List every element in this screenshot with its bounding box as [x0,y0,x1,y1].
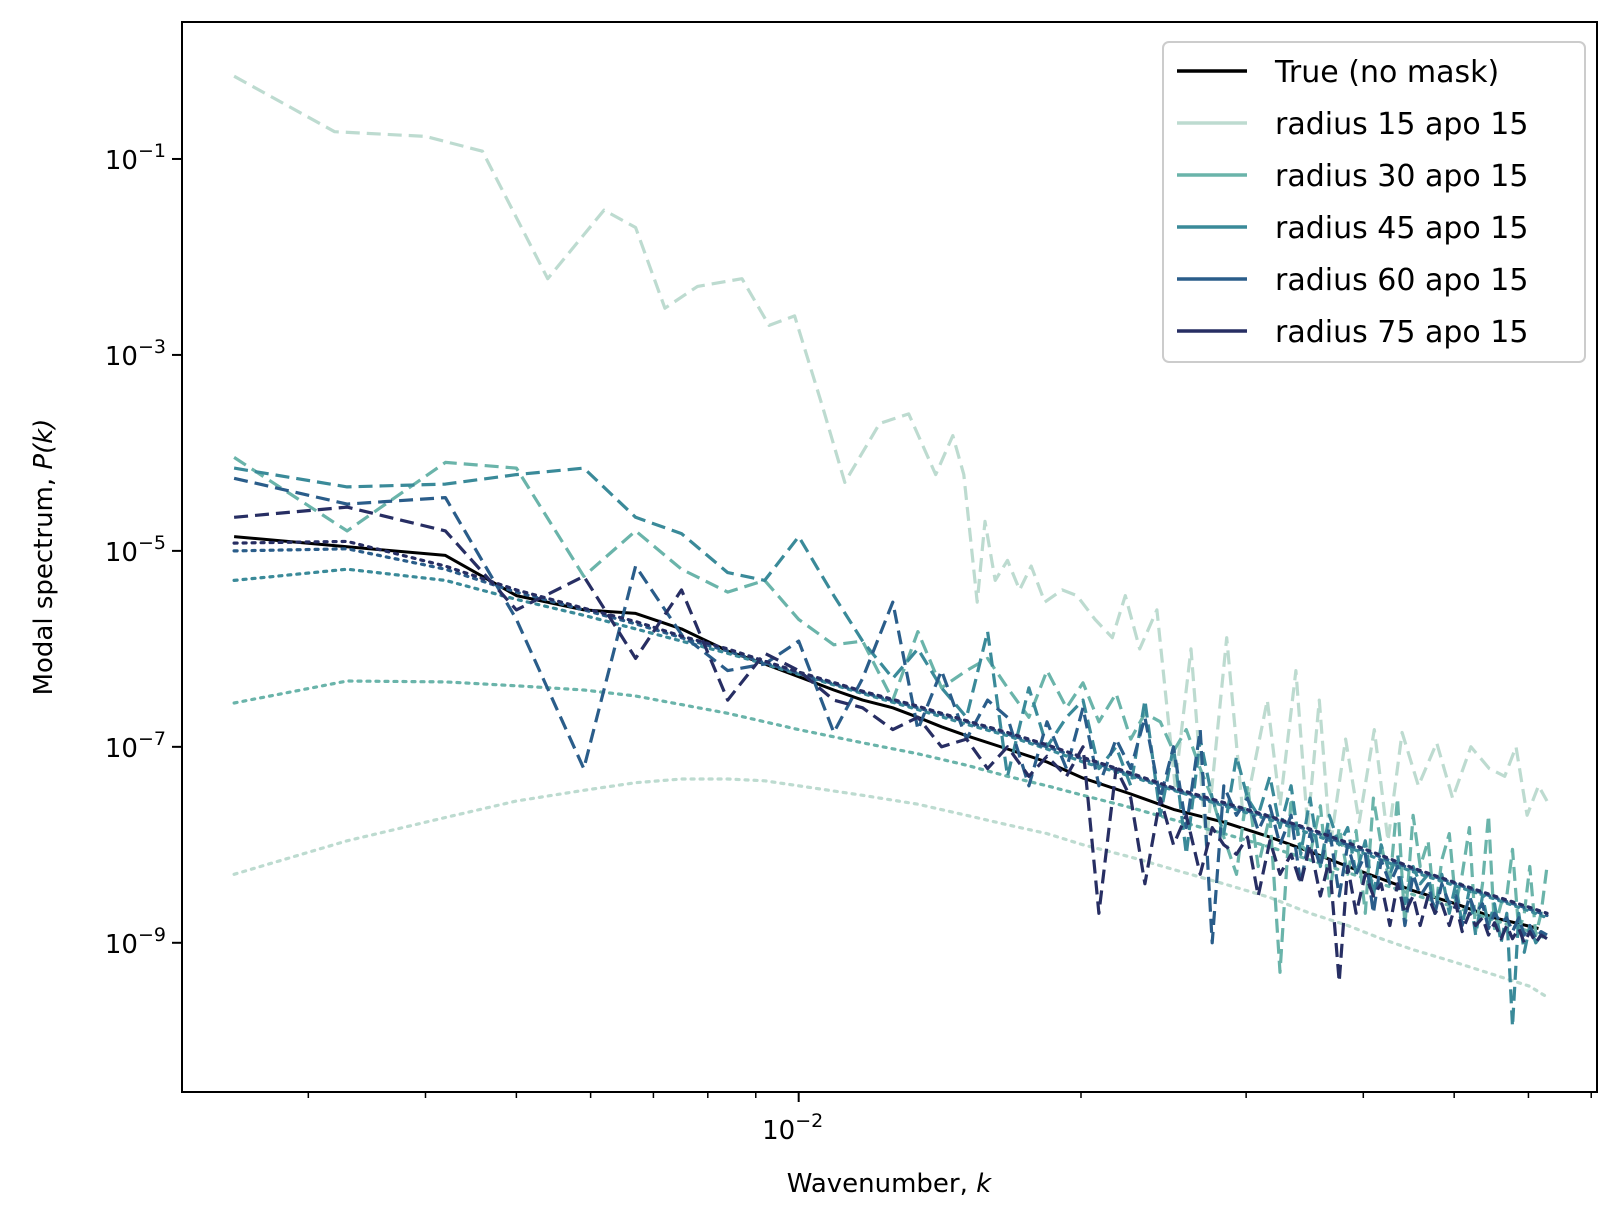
series-line-0 [233,535,1539,930]
legend-label: radius 75 apo 15 [1275,315,1528,350]
series-layer [232,74,1549,1029]
y-tick-label: 10−3 [105,336,166,372]
y-tick-label: 10−5 [105,532,166,568]
legend-label: True (no mask) [1274,55,1499,90]
y-tick-label: 10−7 [105,728,166,764]
legend-box [1162,41,1586,363]
x-axis-label: Wavenumber, k [787,1169,992,1199]
series-line-7 [233,476,1548,945]
legend-label: radius 45 apo 15 [1275,211,1528,246]
ticks-layer: 10−2 10−1 10−3 10−5 10−7 10−9 [105,140,1592,1146]
legend-label: radius 15 apo 15 [1275,107,1528,142]
legend-label: radius 30 apo 15 [1275,159,1528,194]
series-line-8 [232,547,1549,918]
series-line-1 [233,74,1549,847]
legend: True (no mask) radius 15 apo 15 radius 30 … [1162,41,1586,363]
series-line-5 [233,466,1547,1029]
y-axis-label: Modal spectrum, P(k) [29,419,59,696]
y-tick-label: 10−1 [105,140,166,176]
series-line-9 [233,505,1548,984]
axes-frame [181,21,1598,1093]
legend-label: radius 60 apo 15 [1275,263,1528,298]
x-tick-label: 10−2 [762,1110,823,1146]
y-tick-label: 10−9 [105,924,166,960]
series-line-10 [232,539,1549,915]
series-line-2 [232,777,1549,999]
